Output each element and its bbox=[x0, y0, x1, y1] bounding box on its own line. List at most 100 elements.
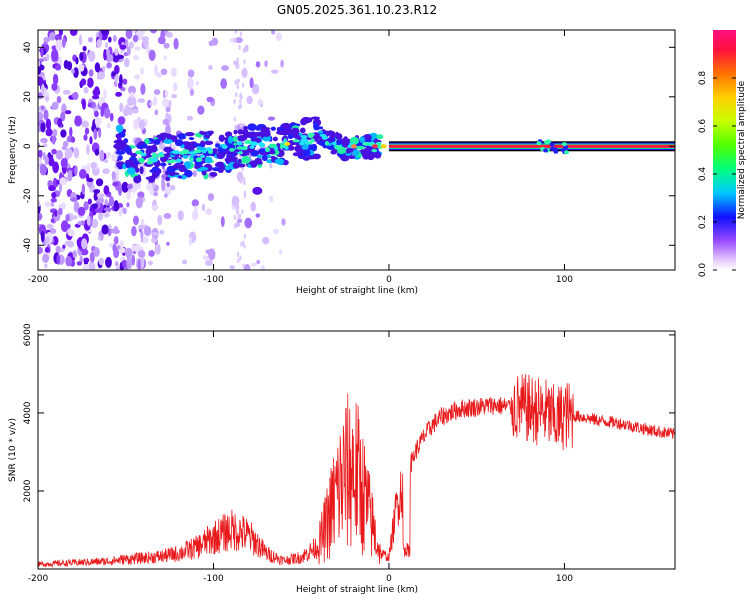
heatmap-noise-cell bbox=[50, 218, 55, 223]
heatmap-noise-cell bbox=[99, 149, 105, 162]
heatmap-noise-cell bbox=[46, 224, 54, 229]
heatmap-hotspot-2 bbox=[371, 144, 378, 149]
heatmap-streak-cell bbox=[241, 209, 244, 215]
heatmap-noise-cell bbox=[159, 229, 165, 235]
heatmap-track-cell bbox=[184, 143, 192, 152]
heatmap-core-cell bbox=[264, 147, 271, 153]
heatmap-noise-cell bbox=[73, 67, 79, 79]
heatmap-noise-cell bbox=[100, 30, 109, 36]
heatmap-noise-cell bbox=[87, 102, 93, 108]
heatmap-noise-cell bbox=[208, 65, 213, 71]
colorbar-label: Normalized spectral amplitude bbox=[737, 80, 747, 219]
heatmap-track-cell bbox=[281, 122, 291, 129]
heatmap-track-cell bbox=[207, 167, 212, 172]
snr-frame bbox=[37, 330, 676, 570]
heatmap-track-cell bbox=[193, 155, 198, 163]
heatmap-noise-cell bbox=[118, 186, 122, 197]
heatmap-noise-cell bbox=[50, 197, 58, 203]
heatmap-noise-cell bbox=[126, 46, 131, 56]
heatmap-noise-cell bbox=[103, 88, 107, 99]
heatmap-track-cell bbox=[299, 127, 306, 134]
heatmap-noise-cell bbox=[104, 213, 110, 218]
heatmap-noise-cell bbox=[51, 101, 59, 110]
heatmap-core-cell bbox=[236, 141, 243, 146]
heatmap-streak-cell bbox=[237, 63, 240, 69]
snr-xtick-label-2: 0 bbox=[386, 574, 392, 584]
heatmap-track-cell bbox=[183, 161, 192, 169]
heatmap-noise-cell bbox=[39, 163, 47, 176]
heatmap-noise-cell bbox=[105, 256, 112, 268]
heatmap-noise-cell bbox=[162, 98, 169, 108]
heatmap-noise-cell bbox=[56, 95, 62, 104]
heatmap-track-cell bbox=[125, 159, 136, 164]
heatmap-noise-cell bbox=[59, 177, 68, 186]
heatmap-noise-cell bbox=[114, 48, 119, 56]
heatmap-track-cell bbox=[139, 166, 144, 175]
heatmap-noise-cell bbox=[83, 134, 88, 141]
heatmap-noise-cell bbox=[61, 202, 66, 210]
heatmap-noise-cell bbox=[119, 240, 124, 249]
heatmap-noise-cell bbox=[93, 192, 99, 201]
snr-ytick-label-1: 4000 bbox=[23, 401, 33, 424]
heatmap-noise-cell bbox=[50, 201, 54, 208]
heatmap-noise-cell bbox=[257, 99, 263, 107]
heatmap-noise-cell bbox=[105, 151, 112, 159]
heatmap-track-cell bbox=[162, 156, 169, 161]
heatmap-noise-cell bbox=[86, 215, 91, 226]
heatmap-track-cell bbox=[169, 171, 176, 177]
heatmap-noise-cell bbox=[163, 42, 170, 49]
heatmap-noise-cell bbox=[229, 265, 235, 270]
heatmap-track-cell bbox=[118, 131, 126, 138]
heatmap-core-cell bbox=[302, 140, 310, 144]
heatmap-noise-cell bbox=[89, 136, 93, 145]
colorbar-tick-label-1: 0.2 bbox=[698, 215, 708, 229]
heatmap-noise-cell bbox=[186, 115, 194, 121]
heatmap-noise-cell bbox=[166, 241, 170, 246]
heatmap-track-cell bbox=[201, 131, 208, 136]
heatmap-track-cell bbox=[268, 150, 276, 155]
heatmap-noise-cell bbox=[115, 261, 119, 267]
heatmap-noise-cell bbox=[250, 201, 257, 212]
heatmap-streak-cell bbox=[236, 252, 240, 258]
heatmap-noise-cell bbox=[164, 193, 168, 198]
heatmap-core-cell bbox=[319, 133, 327, 137]
heatmap-noise-cell bbox=[201, 203, 206, 212]
snr-ylabel: SNR (10 * v/v) bbox=[8, 418, 18, 482]
heatmap-noise-cell bbox=[104, 158, 109, 164]
heatmap-noise-cell bbox=[70, 197, 78, 202]
heatmap-track-cell bbox=[274, 158, 285, 165]
heatmap-track-cell bbox=[250, 160, 258, 168]
heatmap-track-cell bbox=[255, 160, 263, 165]
heatmap-noise-cell bbox=[110, 228, 117, 234]
heatmap-noise-cell bbox=[93, 128, 98, 140]
heatmap-xtick-label-2: 0 bbox=[386, 275, 392, 285]
heatmap-noise-cell bbox=[60, 220, 69, 232]
colorbar-bar bbox=[713, 30, 736, 270]
heatmap-noise-cell bbox=[69, 126, 73, 137]
heatmap-noise-cell bbox=[61, 145, 67, 150]
heatmap-noise-cell bbox=[55, 245, 61, 254]
heatmap-noise-cell bbox=[38, 212, 43, 221]
heatmap-track-cell bbox=[145, 176, 153, 180]
heatmap-disturbance-cell bbox=[536, 141, 542, 146]
heatmap-noise-cell bbox=[168, 99, 172, 108]
colorbar: 0.0 0.2 0.4 0.6 0.8 Normalized spectral ampl… bbox=[698, 30, 747, 277]
heatmap-noise-cell bbox=[151, 231, 159, 237]
heatmap-streak-cell bbox=[239, 31, 243, 37]
heatmap-core-cell bbox=[193, 149, 202, 154]
heatmap-track-cell bbox=[335, 131, 340, 140]
heatmap-noise-cell bbox=[38, 125, 42, 133]
heatmap-noise-cell bbox=[94, 148, 100, 156]
heatmap-noise-cell bbox=[40, 47, 44, 58]
heatmap-noise-cell bbox=[134, 46, 141, 51]
heatmap-track-cell bbox=[262, 128, 271, 135]
heatmap-noise-cell bbox=[140, 230, 144, 240]
heatmap-track-cell bbox=[141, 143, 148, 149]
heatmap-noise-cell bbox=[87, 36, 94, 43]
heatmap-noise-cell bbox=[94, 86, 100, 93]
heatmap-noise-cell bbox=[165, 31, 173, 38]
heatmap-noise-cell bbox=[126, 191, 131, 200]
heatmap-noise-cell bbox=[51, 191, 57, 199]
heatmap-track-cell bbox=[276, 130, 285, 135]
heatmap-noise-cell bbox=[153, 89, 161, 95]
